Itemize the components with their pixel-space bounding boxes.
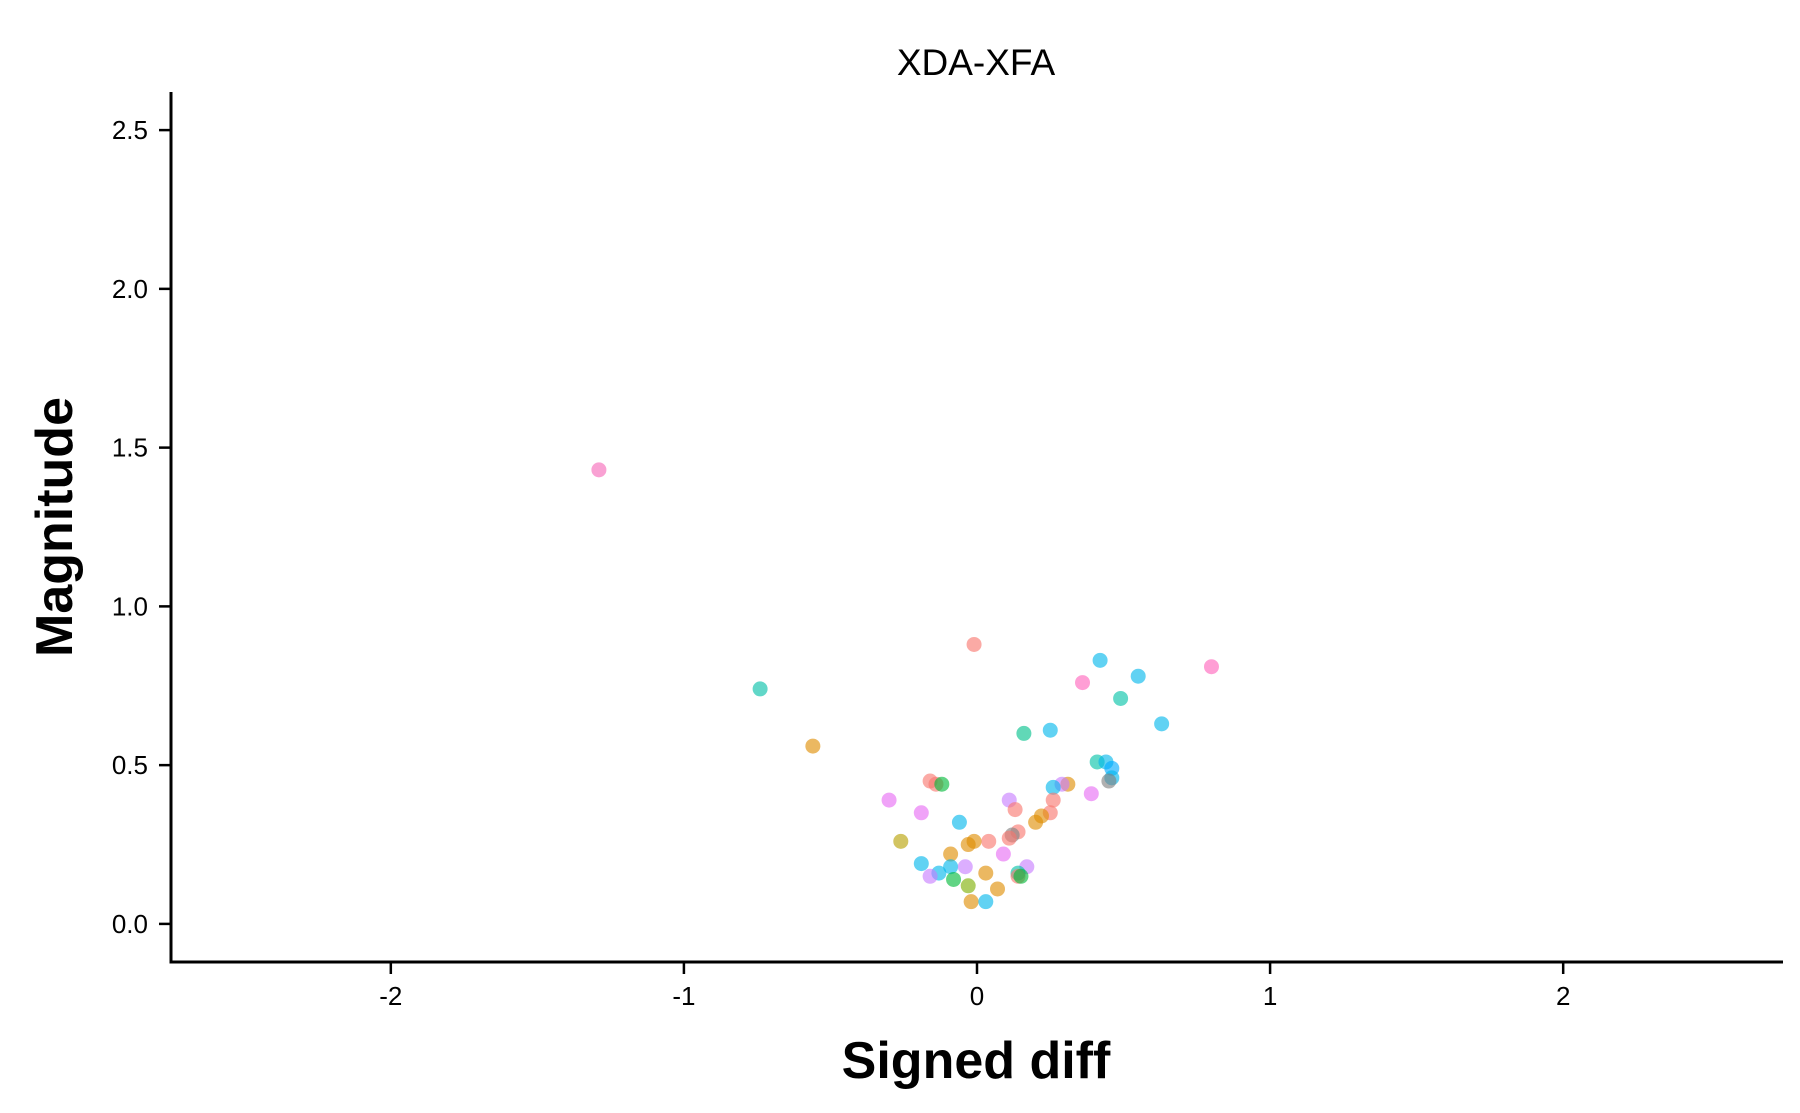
data-point xyxy=(1203,659,1219,675)
data-point xyxy=(913,856,929,872)
x-tick-label: -1 xyxy=(672,981,695,1011)
x-tick-label: 2 xyxy=(1556,981,1570,1011)
data-point xyxy=(1016,725,1032,741)
data-point xyxy=(990,881,1006,897)
data-point xyxy=(957,859,973,875)
x-tick-label: -2 xyxy=(379,981,402,1011)
data-point xyxy=(922,868,938,884)
data-point xyxy=(1045,792,1061,808)
data-point xyxy=(981,833,997,849)
x-axis-ticks: -2 -1 0 1 2 xyxy=(379,962,1570,1011)
data-point xyxy=(752,681,768,697)
data-point xyxy=(1075,675,1091,691)
data-point xyxy=(1028,814,1044,830)
data-point xyxy=(1007,802,1023,818)
data-point xyxy=(591,462,607,478)
data-point xyxy=(881,792,897,808)
data-point xyxy=(978,894,994,910)
data-point xyxy=(943,846,959,862)
data-point xyxy=(1013,868,1029,884)
x-axis-title: Signed diff xyxy=(842,1032,1111,1090)
data-point xyxy=(1154,716,1170,732)
data-point xyxy=(893,833,909,849)
x-tick-label: 1 xyxy=(1263,981,1277,1011)
y-tick-label: 2.5 xyxy=(112,115,148,145)
data-point xyxy=(1101,773,1117,789)
y-axis-ticks: 0.0 0.5 1.0 1.5 2.0 2.5 xyxy=(112,115,171,939)
data-point xyxy=(995,846,1011,862)
data-point xyxy=(1045,779,1061,795)
data-point xyxy=(934,776,950,792)
data-point xyxy=(960,837,976,853)
data-point xyxy=(960,878,976,894)
data-point xyxy=(963,894,979,910)
data-point xyxy=(951,814,967,830)
data-point xyxy=(946,871,962,887)
chart-title: XDA-XFA xyxy=(897,42,1056,83)
x-tick-label: 0 xyxy=(970,981,984,1011)
y-tick-label: 2.0 xyxy=(112,274,148,304)
data-point xyxy=(913,805,929,821)
y-tick-label: 0.0 xyxy=(112,909,148,939)
data-point xyxy=(978,865,994,881)
data-point xyxy=(805,738,821,754)
y-tick-label: 1.5 xyxy=(112,433,148,463)
data-point xyxy=(943,859,959,875)
data-point xyxy=(1130,668,1146,684)
data-point xyxy=(1083,786,1099,802)
y-tick-label: 1.0 xyxy=(112,591,148,621)
y-axis-title: Magnitude xyxy=(26,397,84,657)
data-point xyxy=(1092,652,1108,668)
y-tick-label: 0.5 xyxy=(112,750,148,780)
data-point xyxy=(1001,830,1017,846)
data-point xyxy=(1113,690,1129,706)
data-point xyxy=(966,636,982,652)
data-point xyxy=(1042,722,1058,738)
data-points xyxy=(591,462,1219,910)
